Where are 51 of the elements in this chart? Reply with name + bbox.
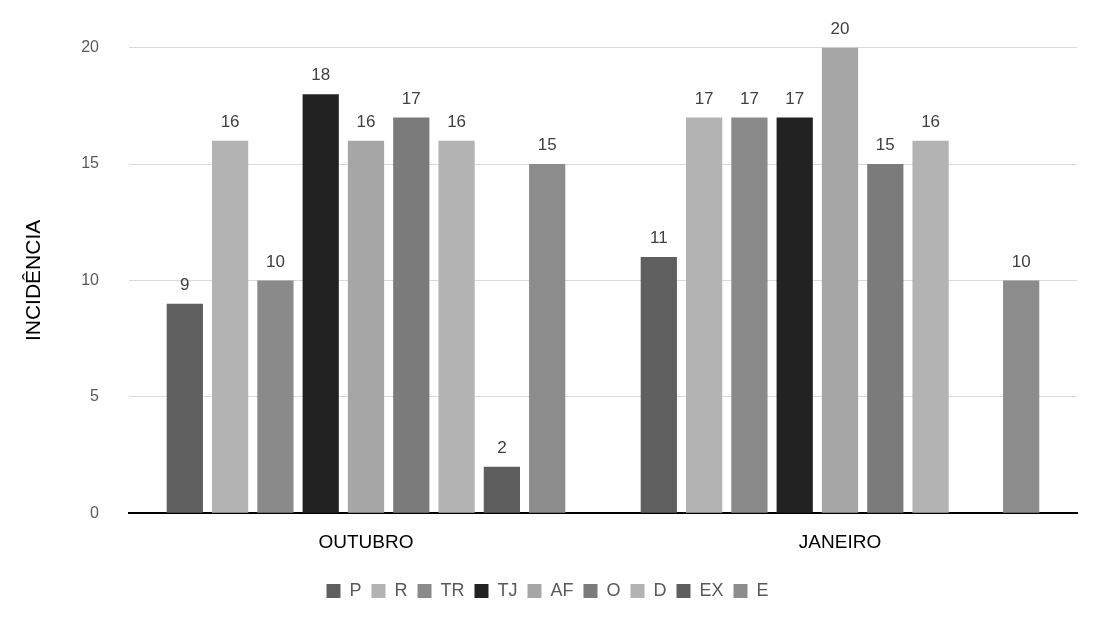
data-label: 17 xyxy=(785,88,805,108)
bar xyxy=(912,140,949,513)
bar xyxy=(438,140,475,513)
bar xyxy=(302,94,339,513)
data-label: 11 xyxy=(650,228,668,248)
data-label: 17 xyxy=(694,88,714,108)
legend-label: O xyxy=(606,579,621,600)
bar xyxy=(867,164,904,513)
data-label: 10 xyxy=(1011,251,1031,271)
data-label: 17 xyxy=(401,88,421,108)
bar xyxy=(821,47,859,513)
legend-label: TR xyxy=(440,579,465,600)
data-label: 16 xyxy=(447,111,467,131)
legend-label: AF xyxy=(550,579,574,600)
data-label: 15 xyxy=(537,135,557,155)
data-label: 15 xyxy=(875,135,895,155)
data-label: 9 xyxy=(180,274,190,294)
data-label: 16 xyxy=(220,111,240,131)
y-tick-label: 10 xyxy=(81,270,100,288)
bar xyxy=(257,280,294,513)
bar xyxy=(483,466,520,513)
data-label: 16 xyxy=(921,111,941,131)
y-axis-title: INCIDÊNCIA xyxy=(21,219,45,342)
bar xyxy=(166,303,203,513)
bar xyxy=(731,117,768,513)
bar xyxy=(1003,280,1040,513)
bar xyxy=(212,140,249,513)
x-tick-label: OUTUBRO xyxy=(318,530,414,552)
bar xyxy=(529,164,566,513)
data-label: 2 xyxy=(497,437,507,457)
legend-label: TJ xyxy=(497,579,518,600)
bar xyxy=(686,117,723,513)
legend-label: EX xyxy=(699,579,724,600)
bar xyxy=(776,117,813,513)
y-tick-label: 20 xyxy=(81,38,100,56)
data-label: 17 xyxy=(739,88,759,108)
bar xyxy=(640,257,677,513)
legend-label: E xyxy=(756,579,769,600)
legend-label: R xyxy=(394,579,408,600)
x-tick-label: JANEIRO xyxy=(798,530,882,552)
data-label: 16 xyxy=(356,111,376,131)
y-tick-label: 15 xyxy=(81,154,100,172)
legend-label: D xyxy=(653,579,667,600)
data-label: 18 xyxy=(311,65,331,85)
y-tick-label: 5 xyxy=(90,387,100,405)
y-tick-label: 0 xyxy=(90,503,100,521)
bar xyxy=(393,117,430,513)
data-label: 10 xyxy=(265,251,285,271)
legend-label: P xyxy=(349,579,362,600)
bar xyxy=(347,140,385,513)
data-label: 20 xyxy=(830,18,850,38)
